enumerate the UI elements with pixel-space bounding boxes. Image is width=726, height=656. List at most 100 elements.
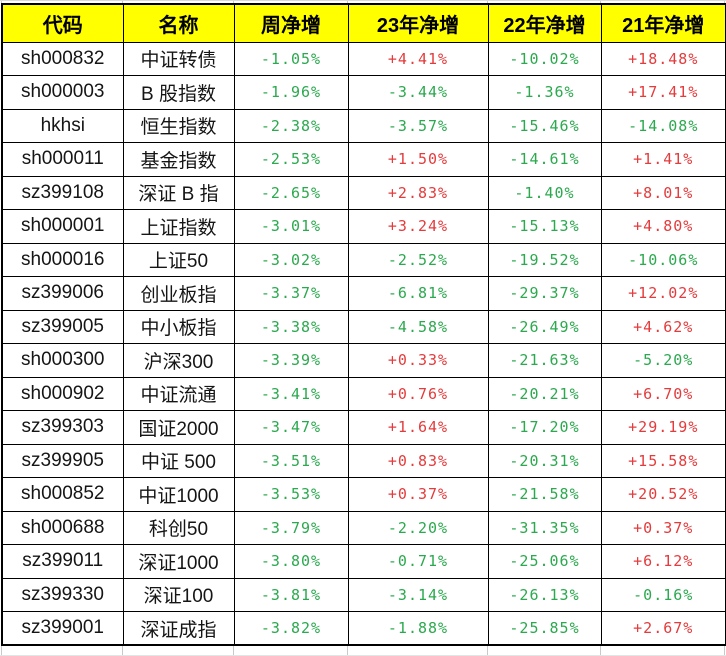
change-2023-cell[interactable]: +0.37%: [347, 477, 489, 512]
week-change-cell[interactable]: -3.01%: [233, 209, 349, 244]
change-2021-cell[interactable]: +2.67%: [600, 611, 726, 646]
index-name-cell[interactable]: 上证指数: [122, 209, 235, 244]
index-name-cell[interactable]: 国证2000: [122, 410, 235, 445]
index-name-cell[interactable]: 科创50: [122, 510, 235, 545]
index-name-cell[interactable]: 中证1000: [122, 477, 235, 512]
index-code-cell[interactable]: sh000852: [1, 477, 124, 512]
change-2023-cell[interactable]: -0.71%: [347, 544, 489, 579]
index-code-cell[interactable]: sh000001: [1, 209, 124, 244]
week-change-cell[interactable]: -3.51%: [233, 443, 349, 478]
index-code-cell[interactable]: sz399006: [1, 276, 124, 311]
change-2021-cell[interactable]: +6.70%: [600, 376, 726, 411]
index-name-cell[interactable]: 上证50: [122, 242, 235, 277]
change-2023-cell[interactable]: +0.33%: [347, 343, 489, 378]
change-2022-cell[interactable]: -14.61%: [487, 142, 602, 177]
index-name-cell[interactable]: 中证转债: [122, 41, 235, 76]
change-2021-cell[interactable]: +1.41%: [600, 142, 726, 177]
index-code-cell[interactable]: sh000688: [1, 510, 124, 545]
column-header-code[interactable]: 代码: [1, 3, 124, 43]
change-2022-cell[interactable]: -19.52%: [487, 242, 602, 277]
change-2022-cell[interactable]: -10.02%: [487, 41, 602, 76]
index-name-cell[interactable]: 沪深300: [122, 343, 235, 378]
change-2022-cell[interactable]: -31.35%: [487, 510, 602, 545]
change-2023-cell[interactable]: +0.76%: [347, 376, 489, 411]
index-code-cell[interactable]: hkhsi: [1, 108, 124, 143]
index-name-cell[interactable]: 中证流通: [122, 376, 235, 411]
change-2021-cell[interactable]: -5.20%: [600, 343, 726, 378]
change-2023-cell[interactable]: -3.57%: [347, 108, 489, 143]
index-code-cell[interactable]: sz399905: [1, 443, 124, 478]
column-header-y21[interactable]: 21年净增: [600, 3, 726, 43]
index-name-cell[interactable]: B 股指数: [122, 75, 235, 110]
index-name-cell[interactable]: 中证 500: [122, 443, 235, 478]
column-header-week[interactable]: 周净增: [233, 3, 349, 43]
change-2022-cell[interactable]: -26.49%: [487, 309, 602, 344]
change-2022-cell[interactable]: -25.06%: [487, 544, 602, 579]
index-code-cell[interactable]: sz399330: [1, 577, 124, 612]
change-2022-cell[interactable]: -20.21%: [487, 376, 602, 411]
index-code-cell[interactable]: sh000011: [1, 142, 124, 177]
index-name-cell[interactable]: 深证成指: [122, 611, 235, 646]
index-code-cell[interactable]: sz399303: [1, 410, 124, 445]
index-name-cell[interactable]: 深证1000: [122, 544, 235, 579]
week-change-cell[interactable]: -3.47%: [233, 410, 349, 445]
week-change-cell[interactable]: -2.38%: [233, 108, 349, 143]
index-code-cell[interactable]: sh000902: [1, 376, 124, 411]
week-change-cell[interactable]: -3.38%: [233, 309, 349, 344]
week-change-cell[interactable]: -3.41%: [233, 376, 349, 411]
change-2021-cell[interactable]: -14.08%: [600, 108, 726, 143]
change-2022-cell[interactable]: -17.20%: [487, 410, 602, 445]
change-2023-cell[interactable]: -3.14%: [347, 577, 489, 612]
change-2021-cell[interactable]: +6.12%: [600, 544, 726, 579]
change-2022-cell[interactable]: -21.63%: [487, 343, 602, 378]
change-2023-cell[interactable]: -3.44%: [347, 75, 489, 110]
change-2023-cell[interactable]: -1.88%: [347, 611, 489, 646]
change-2021-cell[interactable]: -10.06%: [600, 242, 726, 277]
index-code-cell[interactable]: sh000832: [1, 41, 124, 76]
week-change-cell[interactable]: -3.80%: [233, 544, 349, 579]
change-2021-cell[interactable]: +4.62%: [600, 309, 726, 344]
column-header-y22[interactable]: 22年净增: [487, 3, 602, 43]
index-code-cell[interactable]: sh000300: [1, 343, 124, 378]
change-2022-cell[interactable]: -21.58%: [487, 477, 602, 512]
change-2021-cell[interactable]: +20.52%: [600, 477, 726, 512]
index-code-cell[interactable]: sh000003: [1, 75, 124, 110]
change-2022-cell[interactable]: -29.37%: [487, 276, 602, 311]
index-code-cell[interactable]: sz399108: [1, 175, 124, 210]
week-change-cell[interactable]: -3.82%: [233, 611, 349, 646]
change-2023-cell[interactable]: +2.83%: [347, 175, 489, 210]
change-2021-cell[interactable]: +15.58%: [600, 443, 726, 478]
index-code-cell[interactable]: sz399005: [1, 309, 124, 344]
index-name-cell[interactable]: 深证 B 指: [122, 175, 235, 210]
change-2021-cell[interactable]: +4.80%: [600, 209, 726, 244]
change-2022-cell[interactable]: -20.31%: [487, 443, 602, 478]
change-2021-cell[interactable]: +18.48%: [600, 41, 726, 76]
change-2022-cell[interactable]: -15.46%: [487, 108, 602, 143]
week-change-cell[interactable]: -2.65%: [233, 175, 349, 210]
index-code-cell[interactable]: sz399001: [1, 611, 124, 646]
change-2022-cell[interactable]: -25.85%: [487, 611, 602, 646]
week-change-cell[interactable]: -1.05%: [233, 41, 349, 76]
change-2023-cell[interactable]: +1.50%: [347, 142, 489, 177]
week-change-cell[interactable]: -2.53%: [233, 142, 349, 177]
index-code-cell[interactable]: sh000016: [1, 242, 124, 277]
change-2021-cell[interactable]: +29.19%: [600, 410, 726, 445]
index-name-cell[interactable]: 创业板指: [122, 276, 235, 311]
week-change-cell[interactable]: -3.37%: [233, 276, 349, 311]
index-name-cell[interactable]: 中小板指: [122, 309, 235, 344]
week-change-cell[interactable]: -3.39%: [233, 343, 349, 378]
change-2021-cell[interactable]: +0.37%: [600, 510, 726, 545]
change-2021-cell[interactable]: +12.02%: [600, 276, 726, 311]
change-2023-cell[interactable]: +0.83%: [347, 443, 489, 478]
change-2023-cell[interactable]: +3.24%: [347, 209, 489, 244]
column-header-name[interactable]: 名称: [122, 3, 235, 43]
week-change-cell[interactable]: -3.02%: [233, 242, 349, 277]
change-2021-cell[interactable]: +8.01%: [600, 175, 726, 210]
change-2021-cell[interactable]: +17.41%: [600, 75, 726, 110]
week-change-cell[interactable]: -3.53%: [233, 477, 349, 512]
week-change-cell[interactable]: -3.79%: [233, 510, 349, 545]
change-2023-cell[interactable]: -4.58%: [347, 309, 489, 344]
column-header-y23[interactable]: 23年净增: [347, 3, 489, 43]
change-2023-cell[interactable]: -6.81%: [347, 276, 489, 311]
change-2022-cell[interactable]: -1.40%: [487, 175, 602, 210]
